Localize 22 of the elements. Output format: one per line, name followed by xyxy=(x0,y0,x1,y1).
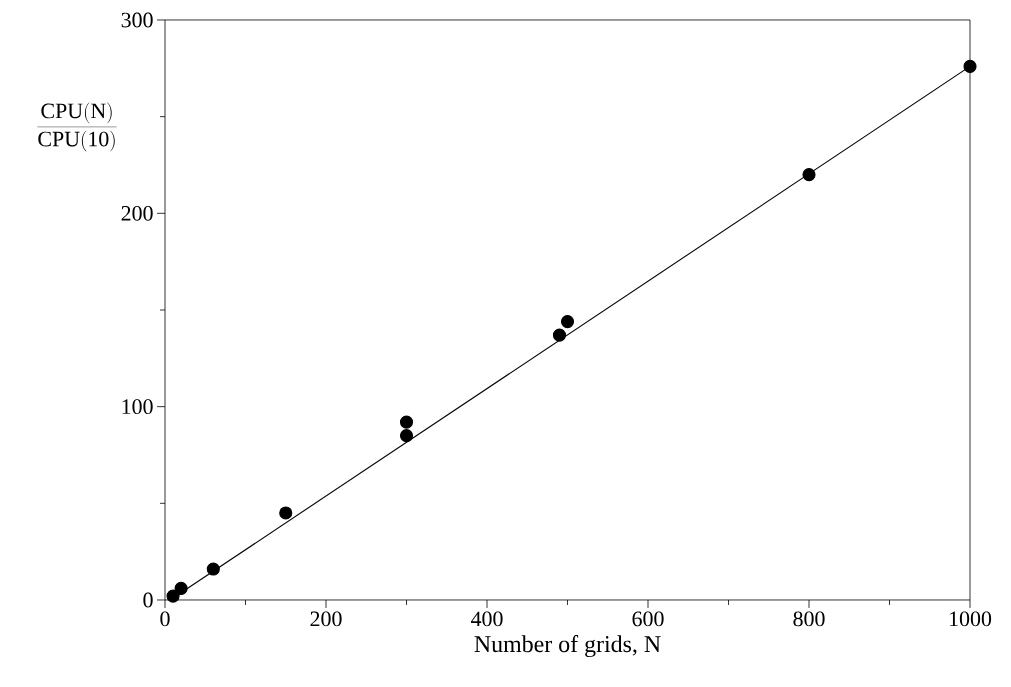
point xyxy=(552,328,567,342)
point xyxy=(802,168,816,182)
y-axis-title: $\frac{\mathrm{CPU(N)}}{\mathrm{CPU(10)}}$ xyxy=(37,102,117,152)
x-tick-label: 800 xyxy=(793,611,825,627)
y-tick-label: 300 xyxy=(121,12,153,28)
point xyxy=(963,59,977,73)
y-tick-label: 200 xyxy=(121,205,153,221)
point xyxy=(206,562,220,576)
y-tick-label: 0 xyxy=(143,592,153,608)
point xyxy=(560,315,575,329)
x-axis-title: Number of grids, N xyxy=(474,635,661,658)
point xyxy=(399,429,414,443)
x-tick-label: 400 xyxy=(470,611,503,627)
x-tick-label: 1000 xyxy=(950,611,992,627)
x-tick-label: 0 xyxy=(160,611,170,627)
point xyxy=(166,589,180,603)
point xyxy=(174,581,188,595)
x-tick-label: 600 xyxy=(632,611,664,627)
x-tick-label: 200 xyxy=(310,611,342,627)
point xyxy=(399,415,414,429)
y-tick-label: 100 xyxy=(122,399,153,415)
point xyxy=(279,506,293,520)
